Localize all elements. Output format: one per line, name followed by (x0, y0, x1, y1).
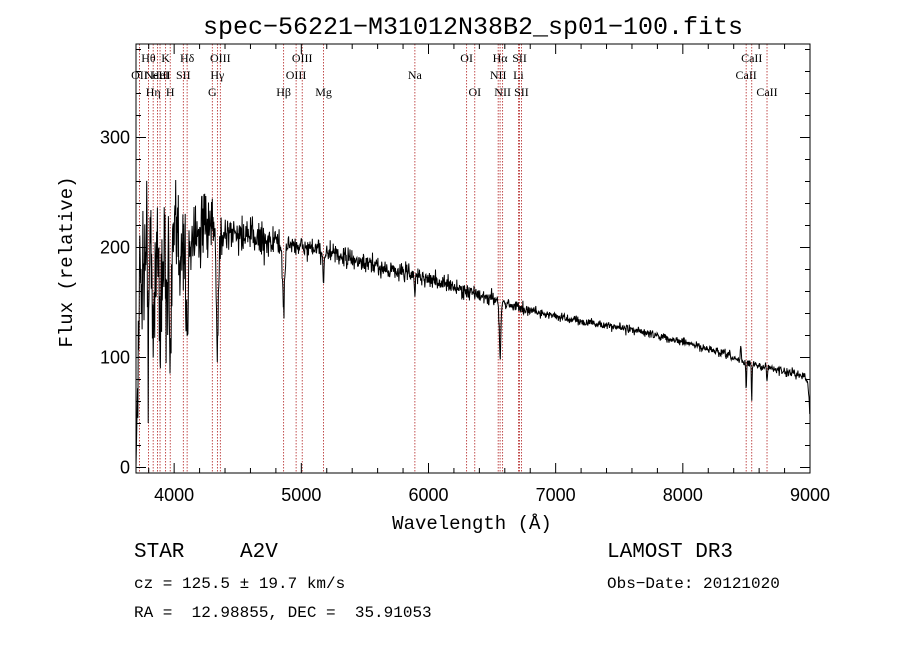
spectral-line-label: Na (408, 68, 423, 82)
x-tick-label: 7000 (536, 485, 576, 505)
spectral-line-label: Hδ (180, 51, 195, 65)
coordinates: RA = 12.98855, DEC = 35.91053 (134, 604, 432, 622)
spectral-line-label: SII (514, 85, 529, 99)
x-tick-label: 4000 (154, 485, 194, 505)
spectral-line-label: Hη (146, 85, 161, 99)
x-tick-label: 9000 (790, 485, 830, 505)
object-class: STAR (134, 541, 185, 564)
plot-frame (135, 43, 811, 474)
spectral-line-labels: OIIHθHηNeIIIHeIKHSIIHδGHγOIIIHβOIIIOIIIM… (131, 51, 778, 99)
spectral-line-label: Hα (493, 51, 509, 65)
spectral-line-label: NII (490, 68, 507, 82)
spectral-line-label: CaII (741, 51, 762, 65)
spectral-line-label: NeIII (144, 68, 170, 82)
spectral-line-label: H (166, 85, 175, 99)
spectral-line-label: Hγ (210, 68, 225, 82)
spectral-line-label: Hθ (141, 51, 156, 65)
x-tick-label: 6000 (408, 485, 448, 505)
spectral-line-label: Li (513, 68, 524, 82)
y-tick-label: 0 (120, 458, 130, 478)
x-tick-label: 5000 (281, 485, 321, 505)
object-subclass: A2V (240, 541, 278, 564)
spectral-line-label: SII (176, 68, 191, 82)
spectrum-line (135, 179, 811, 468)
y-axis-label: Flux (relative) (56, 176, 78, 347)
spectral-line-markers (139, 44, 768, 473)
observation-date: Obs−Date: 20121020 (607, 575, 780, 593)
spectral-line-label: OIII (286, 68, 307, 82)
x-tick-label: 8000 (663, 485, 703, 505)
y-tick-label: 100 (100, 348, 130, 368)
plot-axes: 4000 5000 6000 7000 8000 9000 0 100 200 300 (100, 43, 830, 505)
spectral-line-label: K (161, 51, 170, 65)
spectral-line-label: CaII (735, 68, 756, 82)
spectral-line-label: OIII (210, 51, 231, 65)
spectral-line-label: OIII (292, 51, 313, 65)
spectral-line-label: G (208, 85, 217, 99)
spectral-line-label: OII (131, 68, 148, 82)
redshift-velocity: cz = 125.5 ± 19.7 km/s (134, 575, 346, 593)
spectral-line-label: Mg (315, 85, 332, 99)
spectral-line-label: Hβ (276, 85, 291, 99)
y-tick-label: 200 (100, 238, 130, 258)
spectral-line-label: NII (494, 85, 511, 99)
spectral-line-label: OI (460, 51, 473, 65)
survey-name: LAMOST DR3 (607, 541, 734, 564)
spectral-line-label: SII (512, 51, 527, 65)
spectral-line-label: CaII (756, 85, 777, 99)
y-tick-label: 300 (100, 128, 130, 148)
chart-title: spec−56221−M31012N38B2_sp01−100.fits (203, 13, 743, 42)
x-axis-label: Wavelength (Å) (392, 513, 552, 535)
spectral-line-label: OI (468, 85, 481, 99)
spectral-line-label: HeI (151, 68, 169, 82)
